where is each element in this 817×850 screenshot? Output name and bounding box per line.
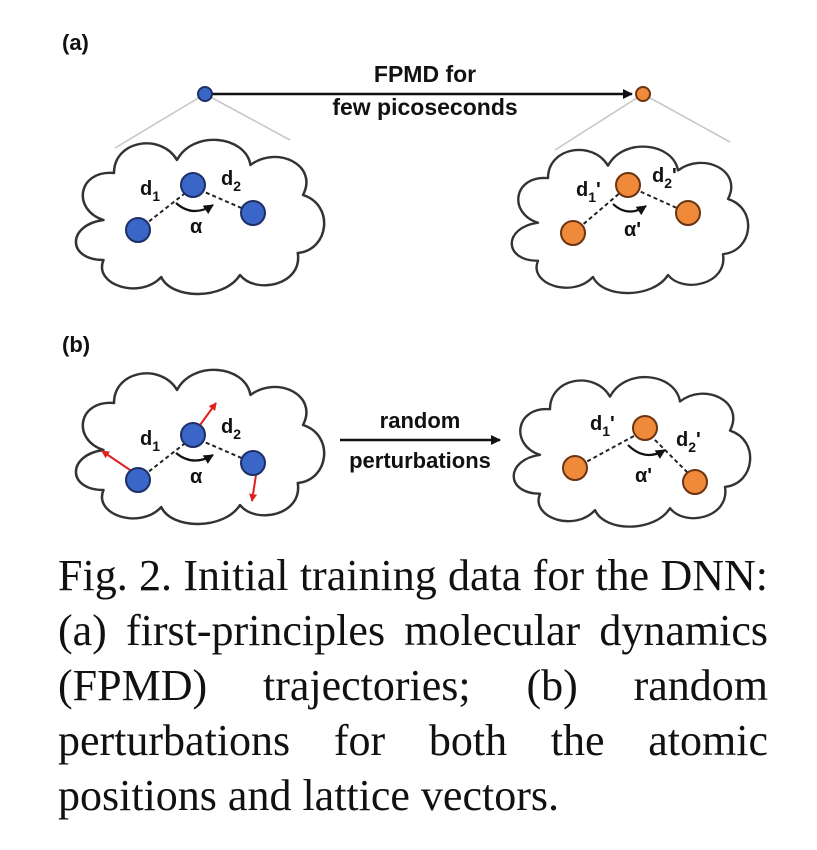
zoom-guide-right-b bbox=[642, 93, 731, 143]
angle-arc-icon bbox=[627, 444, 666, 459]
alpha-prime-label: α' bbox=[635, 465, 652, 487]
blue-atom bbox=[240, 450, 266, 476]
figure: (a) FPMD for few picoseconds d1 d2 α d1'… bbox=[62, 30, 752, 528]
perturbation-label-line2: perturbations bbox=[349, 448, 491, 473]
figure-caption: Fig. 2. Initial training data for the DN… bbox=[58, 551, 768, 820]
d1-label: d1 bbox=[140, 428, 160, 454]
d1-label: d1 bbox=[140, 178, 160, 204]
zoom-guide-left-a bbox=[114, 93, 206, 149]
perturbation-label-line1: random bbox=[380, 408, 461, 433]
blue-atom bbox=[125, 217, 151, 243]
d1-prime-label: d1' bbox=[576, 179, 601, 205]
d2-prime-label: d2' bbox=[676, 429, 701, 455]
small-orange-atom bbox=[635, 86, 651, 102]
perturbation-arrow-icon bbox=[101, 450, 131, 471]
d2-prime-label: d2' bbox=[652, 165, 677, 191]
d2-label: d2 bbox=[221, 168, 241, 194]
cloud-a-left: d1 d2 α bbox=[74, 138, 326, 296]
fpmd-label-line1: FPMD for bbox=[374, 61, 476, 87]
panel-a-label: (a) bbox=[62, 30, 89, 55]
d1-prime-label: d1' bbox=[590, 413, 615, 439]
angle-arc-icon bbox=[612, 203, 647, 216]
cloud-b-left: d1 d2 α bbox=[74, 368, 326, 526]
alpha-prime-label: α' bbox=[624, 219, 641, 241]
diagram-canvas: (a) FPMD for few picoseconds d1 d2 α d1'… bbox=[62, 30, 752, 528]
orange-atom bbox=[560, 220, 586, 246]
panel-b-label: (b) bbox=[62, 332, 90, 357]
blue-atom bbox=[125, 467, 151, 493]
perturbation-arrow-icon bbox=[249, 474, 258, 502]
orange-atom bbox=[615, 172, 641, 198]
blue-atom bbox=[180, 172, 206, 198]
orange-atom bbox=[632, 415, 658, 441]
small-blue-atom bbox=[197, 86, 213, 102]
alpha-label: α bbox=[190, 216, 203, 238]
orange-atom bbox=[682, 469, 708, 495]
cloud-b-right: d1' d2' α' bbox=[512, 375, 752, 528]
angle-arc-icon bbox=[175, 202, 214, 215]
orange-atom bbox=[675, 200, 701, 226]
d2-label: d2 bbox=[221, 416, 241, 442]
cloud-a-right: d1' d2' α' bbox=[510, 145, 750, 295]
angle-arc-icon bbox=[175, 452, 214, 464]
alpha-label: α bbox=[190, 466, 203, 488]
perturbation-arrow-icon bbox=[199, 402, 217, 426]
orange-atom bbox=[562, 455, 588, 481]
fpmd-label-line2: few picoseconds bbox=[332, 94, 517, 120]
blue-atom bbox=[180, 422, 206, 448]
blue-atom bbox=[240, 200, 266, 226]
zoom-guide-right-a bbox=[554, 93, 644, 151]
zoom-guide-left-b bbox=[204, 93, 291, 141]
